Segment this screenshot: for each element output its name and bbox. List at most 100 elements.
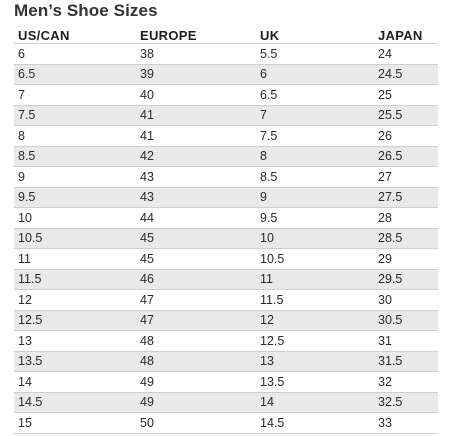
us-can-cell: 12.5	[14, 310, 136, 331]
uk-cell: 13	[256, 351, 374, 372]
japan-cell: 32	[374, 371, 438, 393]
table-row: 8 41 7.5 26	[14, 125, 438, 147]
japan-cell: 24	[374, 43, 438, 65]
japan-cell: 26	[374, 125, 438, 147]
us-can-cell: 13	[14, 330, 136, 352]
table-row: 11.5 46 11 29.5	[14, 269, 438, 290]
us-can-cell: 14.5	[14, 392, 136, 413]
uk-cell: 11.5	[256, 289, 374, 311]
japan-cell: 29.5	[374, 269, 438, 290]
europe-cell: 45	[136, 228, 256, 249]
table-row: 7.5 41 7 25.5	[14, 105, 438, 126]
uk-cell: 6	[256, 64, 374, 85]
us-can-cell: 7.5	[14, 105, 136, 126]
europe-cell: 47	[136, 310, 256, 331]
uk-cell: 9	[256, 187, 374, 208]
us-can-cell: 13.5	[14, 351, 136, 372]
europe-cell: 43	[136, 166, 256, 188]
europe-cell: 41	[136, 105, 256, 126]
uk-cell: 13.5	[256, 371, 374, 393]
europe-cell: 50	[136, 412, 256, 434]
table-row: 10.5 45 10 28.5	[14, 228, 438, 249]
table-row: 12.5 47 12 30.5	[14, 310, 438, 331]
uk-cell: 12	[256, 310, 374, 331]
column-header-japan: JAPAN	[378, 28, 423, 43]
europe-cell: 42	[136, 146, 256, 167]
table-row: 15 50 14.5 33	[14, 412, 438, 434]
table-row: 14 49 13.5 32	[14, 371, 438, 393]
table-row: 7 40 6.5 25	[14, 84, 438, 106]
europe-cell: 48	[136, 330, 256, 352]
us-can-cell: 7	[14, 84, 136, 106]
us-can-cell: 9	[14, 166, 136, 188]
table-row: 13.5 48 13 31.5	[14, 351, 438, 372]
uk-cell: 11	[256, 269, 374, 290]
us-can-cell: 11.5	[14, 269, 136, 290]
table-row: 8.5 42 8 26.5	[14, 146, 438, 167]
europe-cell: 48	[136, 351, 256, 372]
europe-cell: 46	[136, 269, 256, 290]
japan-cell: 25.5	[374, 105, 438, 126]
japan-cell: 26.5	[374, 146, 438, 167]
table-header-row: US/CAN EUROPE UK JAPAN	[14, 26, 438, 44]
table-row: 9.5 43 9 27.5	[14, 187, 438, 208]
us-can-cell: 8.5	[14, 146, 136, 167]
japan-cell: 33	[374, 412, 438, 434]
uk-cell: 9.5	[256, 207, 374, 229]
japan-cell: 24.5	[374, 64, 438, 85]
us-can-cell: 6	[14, 43, 136, 65]
europe-cell: 49	[136, 392, 256, 413]
uk-cell: 5.5	[256, 43, 374, 65]
europe-cell: 45	[136, 248, 256, 270]
japan-cell: 30	[374, 289, 438, 311]
uk-cell: 7.5	[256, 125, 374, 147]
table-row: 6.5 39 6 24.5	[14, 64, 438, 85]
japan-cell: 32.5	[374, 392, 438, 413]
uk-cell: 8	[256, 146, 374, 167]
japan-cell: 30.5	[374, 310, 438, 331]
europe-cell: 47	[136, 289, 256, 311]
us-can-cell: 6.5	[14, 64, 136, 85]
uk-cell: 14.5	[256, 412, 374, 434]
japan-cell: 29	[374, 248, 438, 270]
table-row: 14.5 49 14 32.5	[14, 392, 438, 413]
uk-cell: 7	[256, 105, 374, 126]
us-can-cell: 10	[14, 207, 136, 229]
table-row: 9 43 8.5 27	[14, 166, 438, 188]
table-row: 13 48 12.5 31	[14, 330, 438, 352]
us-can-cell: 12	[14, 289, 136, 311]
table-row: 11 45 10.5 29	[14, 248, 438, 270]
uk-cell: 8.5	[256, 166, 374, 188]
europe-cell: 39	[136, 64, 256, 85]
column-header-uk: UK	[260, 28, 280, 43]
japan-cell: 28	[374, 207, 438, 229]
uk-cell: 10	[256, 228, 374, 249]
us-can-cell: 8	[14, 125, 136, 147]
europe-cell: 44	[136, 207, 256, 229]
uk-cell: 12.5	[256, 330, 374, 352]
japan-cell: 25	[374, 84, 438, 106]
europe-cell: 38	[136, 43, 256, 65]
us-can-cell: 14	[14, 371, 136, 393]
japan-cell: 31.5	[374, 351, 438, 372]
us-can-cell: 11	[14, 248, 136, 270]
japan-cell: 27.5	[374, 187, 438, 208]
japan-cell: 31	[374, 330, 438, 352]
table-row: 12 47 11.5 30	[14, 289, 438, 311]
table-row: 10 44 9.5 28	[14, 207, 438, 229]
europe-cell: 43	[136, 187, 256, 208]
table-row: 6 38 5.5 24	[14, 43, 438, 65]
us-can-cell: 10.5	[14, 228, 136, 249]
column-header-europe: EUROPE	[140, 28, 197, 43]
size-table: US/CAN EUROPE UK JAPAN 6 38 5.5 24 6.5 39 6 24.…	[14, 26, 438, 434]
uk-cell: 14	[256, 392, 374, 413]
japan-cell: 27	[374, 166, 438, 188]
uk-cell: 10.5	[256, 248, 374, 270]
uk-cell: 6.5	[256, 84, 374, 106]
page-title: Men’s Shoe Sizes	[14, 1, 158, 20]
table-body: 6 38 5.5 24 6.5 39 6 24.5 7 40 6.5 25 7.5 41 7 25.5 8 41 7…	[14, 43, 438, 434]
japan-cell: 28.5	[374, 228, 438, 249]
europe-cell: 41	[136, 125, 256, 147]
us-can-cell: 9.5	[14, 187, 136, 208]
